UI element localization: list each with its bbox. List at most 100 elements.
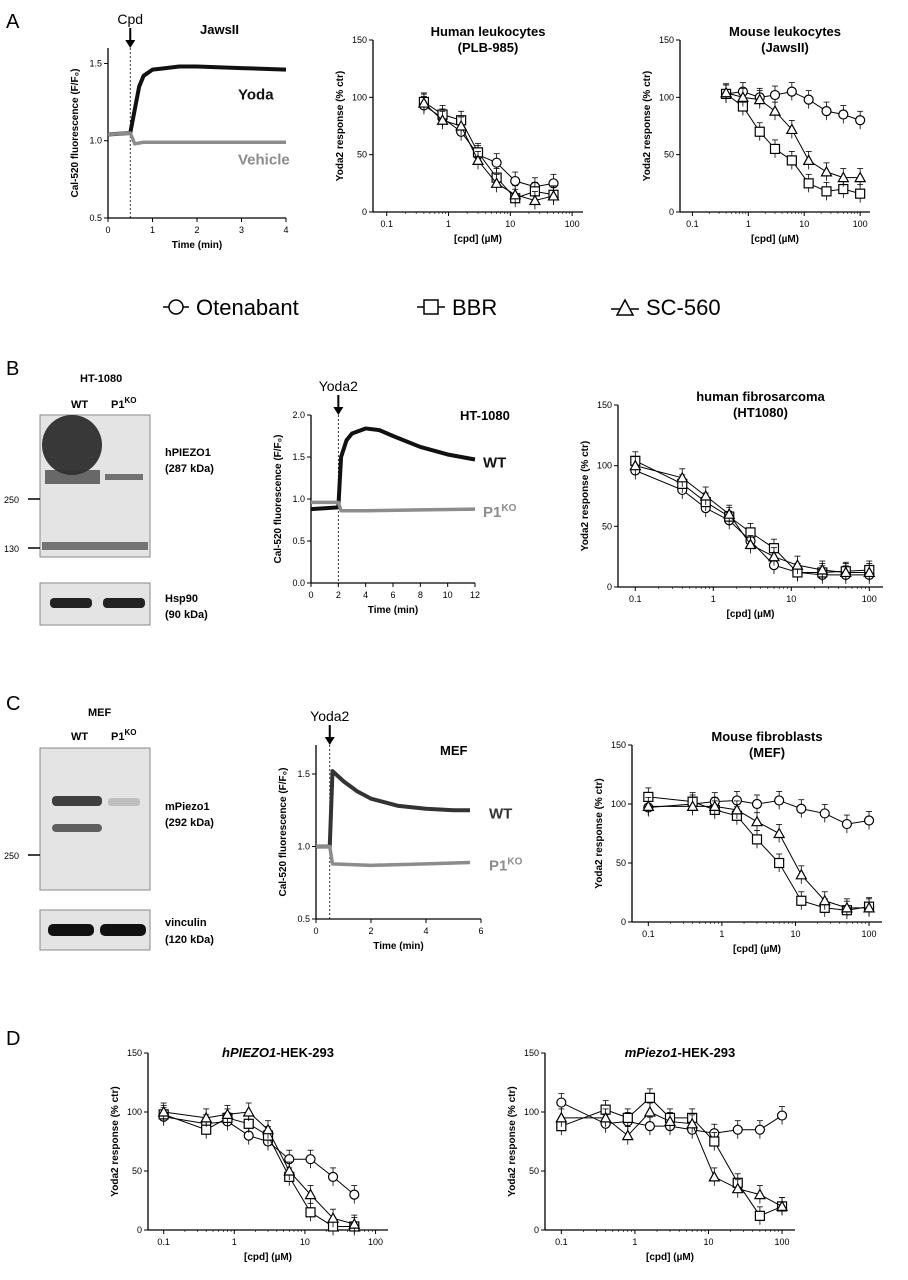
x-tick-label: 0.1 xyxy=(555,1237,568,1247)
y-tick-label: 0 xyxy=(607,582,612,592)
point-bbr xyxy=(796,895,807,906)
point-bbr xyxy=(644,1092,656,1103)
blot-b-bottom-kda: (90 kDa) xyxy=(165,609,208,621)
x-tick-label: 10 xyxy=(790,929,800,939)
blot-b-lane-wt: WT xyxy=(71,399,88,411)
point-otenabant xyxy=(327,1171,339,1183)
blot-c-bottom-protein: vinculin xyxy=(165,917,207,929)
legend-bbr-label: BBR xyxy=(452,295,497,320)
point-sc560 xyxy=(767,550,780,562)
chart-title: Human leukocytes xyxy=(431,24,546,39)
x-tick-label: 3 xyxy=(239,225,244,235)
point-bbr xyxy=(774,857,785,869)
addition-arrow-label: Yoda2 xyxy=(310,708,349,724)
point-otenabant xyxy=(510,175,521,187)
point-bbr xyxy=(803,178,814,189)
x-tick-label: 100 xyxy=(565,219,580,229)
blot-c-vinculin-wt xyxy=(48,924,94,936)
point-otenabant xyxy=(786,86,797,97)
y-tick-label: 1.0 xyxy=(292,494,305,504)
x-tick-label: 10 xyxy=(443,590,453,600)
x-axis-label: Time (min) xyxy=(172,240,222,251)
blot-c-wt-band-upper xyxy=(52,796,102,806)
chart-title: mPiezo1-HEK-293 xyxy=(625,1045,736,1060)
point-sc560 xyxy=(776,1200,789,1212)
point-otenabant xyxy=(305,1154,316,1165)
x-axis-label: Time (min) xyxy=(368,605,418,616)
blot-b-hsp90-ko xyxy=(103,598,145,608)
x-tick-label: 1 xyxy=(711,594,716,604)
series-triangle xyxy=(157,1102,361,1234)
point-sc560 xyxy=(304,1188,317,1200)
point-sc560 xyxy=(621,1129,634,1141)
point-sc560 xyxy=(547,189,560,201)
chart-d1: 0 50 100 150 0.1 1 10 100 [cpd] (µM) Yoda2 respon… xyxy=(110,1045,388,1263)
fit-line xyxy=(163,1113,355,1227)
x-tick-label: 0 xyxy=(313,926,318,936)
point-sc560 xyxy=(471,154,485,165)
y-tick-label: 50 xyxy=(602,521,612,531)
y-tick-label: 1.5 xyxy=(89,58,102,68)
addition-arrow-label: Yoda2 xyxy=(319,378,358,394)
x-axis-label: [cpd] (µM) xyxy=(727,609,775,620)
y-tick-label: 100 xyxy=(659,92,674,102)
series-circle xyxy=(630,461,875,584)
x-tick-label: 10 xyxy=(505,219,515,229)
blot-c-bottom-kda: (120 kDa) xyxy=(165,934,214,946)
x-tick-label: 0 xyxy=(308,590,313,600)
fit-line xyxy=(635,460,870,573)
y-axis-label: Cal-520 fluorescence (F/F₀) xyxy=(70,69,81,198)
point-otenabant xyxy=(751,798,763,810)
point-sc560 xyxy=(642,800,655,811)
y-tick-label: 0 xyxy=(137,1225,142,1235)
point-sc560 xyxy=(200,1111,213,1123)
point-otenabant xyxy=(838,109,849,120)
point-otenabant xyxy=(803,94,814,105)
blot-c-ko-band xyxy=(108,798,140,806)
panel-letter-a: A xyxy=(6,11,20,33)
series-circle xyxy=(643,791,875,834)
series-triangle xyxy=(629,456,876,582)
panel-letter-b: B xyxy=(6,358,19,380)
trace-label-yoda: Yoda xyxy=(238,87,274,104)
x-tick-label: 6 xyxy=(390,590,395,600)
y-tick-label: 100 xyxy=(611,799,626,809)
trace-label-wt: WT xyxy=(483,455,506,472)
blot-c-top-kda: (292 kDa) xyxy=(165,817,214,829)
point-otenabant xyxy=(556,1097,567,1108)
chart-subtitle: (HT1080) xyxy=(733,405,788,420)
fit-line xyxy=(648,805,870,909)
fit-line xyxy=(648,799,870,825)
chart-b2: 0 50 100 150 0.1 1 10 100 [cpd] (µM) Yoda2 respon… xyxy=(580,389,883,620)
blot-b-hsp90-wt xyxy=(50,598,92,608)
blot-b-wt-smear xyxy=(42,415,102,475)
point-sc560 xyxy=(839,566,852,578)
point-sc560 xyxy=(555,1111,568,1123)
trace-p1 xyxy=(311,500,476,513)
point-otenabant xyxy=(644,1121,656,1132)
fit-line xyxy=(635,465,870,573)
point-sc560 xyxy=(840,901,853,913)
point-sc560 xyxy=(863,566,876,578)
point-sc560 xyxy=(708,1170,721,1182)
point-otenabant xyxy=(863,815,875,826)
x-tick-label: 2 xyxy=(368,926,373,936)
point-otenabant xyxy=(732,1124,743,1135)
blot-b-top-kda: (287 kDa) xyxy=(165,463,214,475)
chart-title: hPIEZO1-HEK-293 xyxy=(222,1045,334,1060)
x-tick-label: 1 xyxy=(446,219,451,229)
x-axis-label: [cpd] (µM) xyxy=(454,234,502,245)
y-axis-label: Yoda2 response (% ctr) xyxy=(110,1086,121,1196)
x-tick-label: 10 xyxy=(786,594,796,604)
x-tick-label: 100 xyxy=(853,219,868,229)
trace-label-p1: P1KO xyxy=(483,503,517,521)
trace-label-p1: P1KO xyxy=(489,856,523,874)
y-tick-label: 0.0 xyxy=(292,578,305,588)
point-sc560 xyxy=(730,803,743,815)
x-tick-label: 100 xyxy=(368,1237,383,1247)
addition-arrow-head xyxy=(333,407,344,415)
point-bbr xyxy=(821,186,832,197)
point-bbr xyxy=(855,188,866,199)
point-sc560 xyxy=(723,507,736,519)
